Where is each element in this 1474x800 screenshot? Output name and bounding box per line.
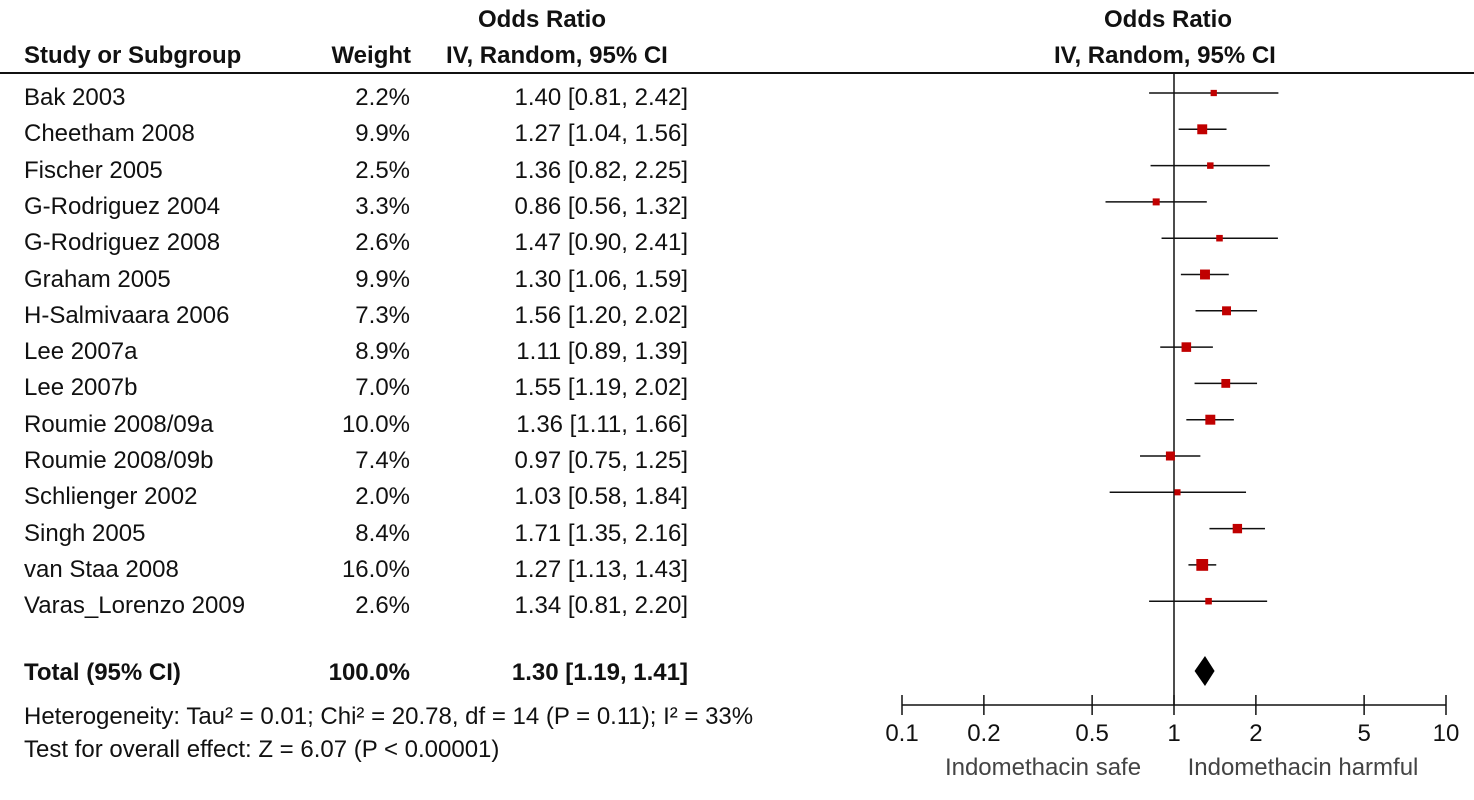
effect-marker [1207, 162, 1214, 169]
table-row: Fischer 2005 2.5% 1.36 [0.82, 2.25] [0, 157, 860, 193]
study-weight: 7.3% [355, 301, 410, 329]
study-weight: 9.9% [355, 265, 410, 293]
effect-marker [1205, 414, 1216, 425]
study-weight: 8.9% [355, 338, 410, 366]
x-tick-label: 10 [1433, 720, 1460, 747]
study-ci: 1.47 [0.90, 2.41] [514, 229, 688, 257]
effect-marker [1216, 234, 1223, 242]
study-name: G-Rodriguez 2008 [24, 229, 221, 257]
table-row: Lee 2007b 7.0% 1.55 [1.19, 2.02] [0, 374, 860, 410]
study-weight: 7.0% [355, 374, 410, 402]
x-tick-label: 0.1 [885, 720, 918, 747]
effect-marker [1174, 489, 1181, 496]
effect-marker [1221, 378, 1231, 388]
study-weight: 8.4% [355, 519, 410, 547]
study-name: Roumie 2008/09a [24, 410, 214, 438]
table-row: Roumie 2008/09a 10.0% 1.36 [1.11, 1.66] [0, 411, 860, 447]
total-ci: 1.30 [1.19, 1.41] [511, 659, 688, 686]
study-ci: 1.55 [1.19, 2.02] [514, 374, 688, 402]
pooled-diamond [1194, 656, 1215, 686]
effect-marker [1200, 269, 1210, 280]
overall-effect-text: Test for overall effect: Z = 6.07 (P < 0… [24, 736, 500, 763]
left-group-title: Odds Ratio [478, 6, 607, 33]
effect-marker [1197, 124, 1208, 135]
column-header-weight: Weight [331, 42, 411, 69]
study-ci: 1.27 [1.04, 1.56] [514, 120, 688, 148]
study-ci: 1.11 [0.89, 1.39] [516, 338, 688, 366]
harmful-direction-label: Indomethacin harmful [1188, 754, 1419, 781]
effect-marker [1152, 198, 1160, 206]
heterogeneity-text: Heterogeneity: Tau² = 0.01; Chi² = 20.78… [24, 703, 754, 730]
study-name: Lee 2007a [24, 338, 138, 366]
x-tick-label: 2 [1249, 720, 1262, 747]
study-ci: 1.36 [1.11, 1.66] [516, 410, 688, 438]
study-ci: 1.56 [1.20, 2.02] [514, 301, 688, 329]
study-name: Fischer 2005 [24, 156, 163, 184]
table-row: G-Rodriguez 2004 3.3% 0.86 [0.56, 1.32] [0, 193, 860, 229]
table-row: G-Rodriguez 2008 2.6% 1.47 [0.90, 2.41] [0, 229, 860, 265]
effect-marker [1222, 306, 1232, 316]
study-ci: 1.27 [1.13, 1.43] [514, 555, 688, 583]
study-name: van Staa 2008 [24, 555, 179, 583]
study-ci: 1.36 [0.82, 2.25] [514, 156, 688, 184]
effect-marker [1210, 89, 1217, 97]
column-header-ci: IV, Random, 95% CI [446, 42, 668, 69]
study-weight: 3.3% [355, 192, 410, 220]
effect-marker [1205, 597, 1212, 605]
study-weight: 10.0% [341, 410, 410, 438]
study-name: G-Rodriguez 2004 [24, 192, 221, 220]
column-header-study: Study or Subgroup [24, 42, 242, 69]
table-row: Graham 2005 9.9% 1.30 [1.06, 1.59] [0, 266, 860, 302]
study-ci: 1.34 [0.81, 2.20] [514, 592, 688, 620]
study-weight: 2.0% [355, 483, 410, 511]
study-name: Bak 2003 [24, 84, 126, 111]
header-rule [0, 72, 1474, 74]
study-weight: 16.0% [341, 555, 410, 583]
table-row: Lee 2007a 8.9% 1.11 [0.89, 1.39] [0, 338, 860, 374]
study-weight: 9.9% [355, 120, 410, 148]
study-name: Singh 2005 [24, 519, 146, 547]
x-tick-label: 1 [1167, 720, 1180, 747]
table-row: Singh 2005 8.4% 1.71 [1.35, 2.16] [0, 520, 860, 556]
study-name: Graham 2005 [24, 265, 171, 293]
study-ci: 1.30 [1.06, 1.59] [514, 265, 688, 293]
study-ci: 0.86 [0.56, 1.32] [514, 192, 688, 220]
table-row: H-Salmivaara 2006 7.3% 1.56 [1.20, 2.02] [0, 302, 860, 338]
study-name: Cheetham 2008 [24, 120, 195, 148]
total-row: Total (95% CI) 100.0% 1.30 [1.19, 1.41] [0, 659, 860, 695]
study-name: Varas_Lorenzo 2009 [24, 592, 246, 620]
table-row: van Staa 2008 16.0% 1.27 [1.13, 1.43] [0, 556, 860, 592]
study-weight: 2.5% [355, 156, 410, 184]
table-row: Cheetham 2008 9.9% 1.27 [1.04, 1.56] [0, 120, 860, 156]
table-row: Schlienger 2002 2.0% 1.03 [0.58, 1.84] [0, 483, 860, 519]
total-weight: 100.0% [328, 659, 410, 686]
study-name: Schlienger 2002 [24, 483, 198, 511]
safe-direction-label: Indomethacin safe [945, 754, 1141, 781]
right-method-label: IV, Random, 95% CI [1054, 42, 1276, 69]
study-name: H-Salmivaara 2006 [24, 301, 230, 329]
study-weight: 2.6% [355, 592, 410, 620]
study-ci: 1.71 [1.35, 2.16] [514, 519, 688, 547]
total-label: Total (95% CI) [24, 659, 181, 686]
study-ci: 1.40 [0.81, 2.42] [514, 84, 688, 111]
x-tick-label: 0.2 [967, 720, 1000, 747]
x-tick-label: 0.5 [1075, 720, 1108, 747]
study-ci: 0.97 [0.75, 1.25] [514, 447, 688, 474]
study-name: Lee 2007b [24, 374, 138, 402]
x-tick-label: 5 [1357, 720, 1370, 747]
study-ci: 1.03 [0.58, 1.84] [514, 483, 688, 511]
study-weight: 7.4% [355, 447, 410, 474]
study-weight: 2.6% [355, 229, 410, 257]
table-row: Roumie 2008/09b 7.4% 0.97 [0.75, 1.25] [0, 447, 860, 483]
effect-marker [1196, 559, 1209, 571]
study-weight: 2.2% [355, 84, 410, 111]
effect-marker [1232, 523, 1243, 534]
effect-marker [1181, 342, 1192, 352]
table-row: Bak 2003 2.2% 1.40 [0.81, 2.42] [0, 84, 860, 120]
right-group-title: Odds Ratio [1104, 6, 1233, 33]
effect-marker [1165, 451, 1175, 461]
table-row: Varas_Lorenzo 2009 2.6% 1.34 [0.81, 2.20] [0, 592, 860, 628]
study-name: Roumie 2008/09b [24, 447, 214, 474]
